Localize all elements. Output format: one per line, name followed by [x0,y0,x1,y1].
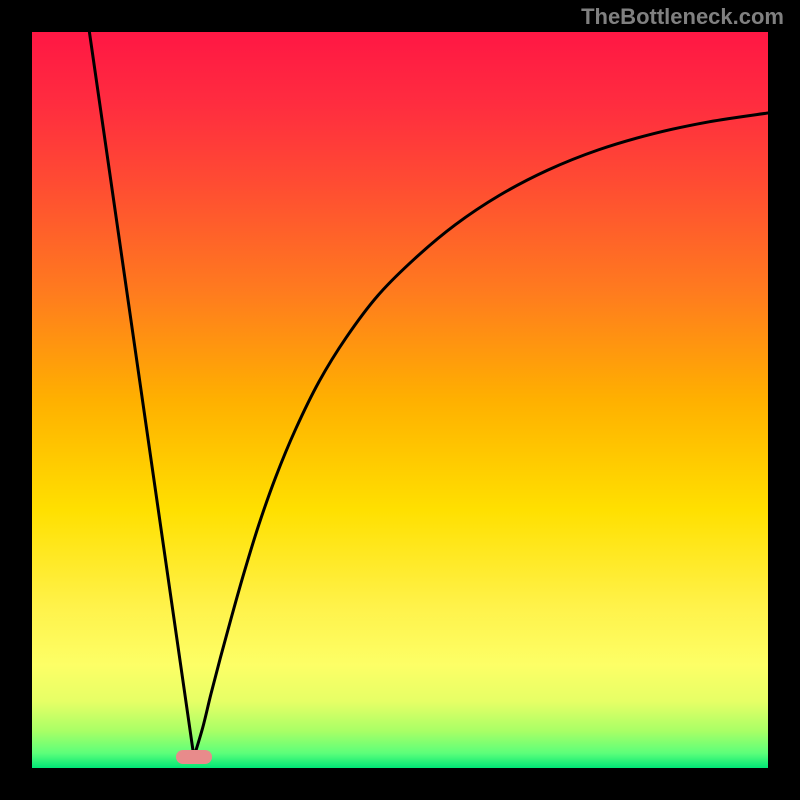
minimum-marker [176,750,212,764]
watermark-text: TheBottleneck.com [581,4,784,30]
chart-container: TheBottleneck.com [0,0,800,800]
plot-area [32,32,768,768]
curve-layer [32,32,768,768]
bottleneck-curve [89,32,768,757]
